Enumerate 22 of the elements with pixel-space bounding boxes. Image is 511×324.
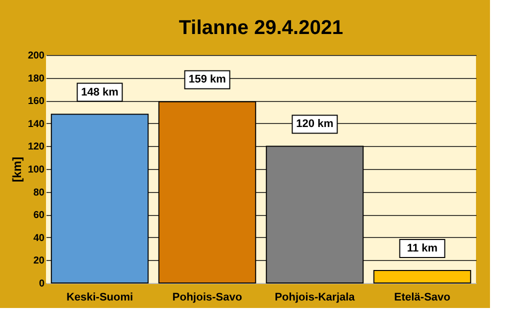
y-tick-label: 20 [33, 256, 45, 267]
y-tick-label: 120 [28, 142, 45, 153]
x-tick-label: Keski-Suomi [66, 292, 134, 304]
data-label: 11 km [406, 242, 438, 254]
y-axis-title: [km] [10, 156, 24, 182]
y-tick-label: 100 [28, 164, 45, 176]
x-tick-label: Etelä-Savo [394, 292, 451, 304]
y-tick-label: 40 [33, 232, 45, 244]
data-label: 120 km [296, 118, 334, 130]
y-tick-label: 140 [28, 118, 45, 130]
y-tick-label: 60 [33, 210, 45, 222]
y-tick-label: 160 [28, 96, 45, 108]
chart-title: Tilanne 29.4.2021 [178, 17, 344, 39]
x-tick-label: Pohjois-Savo [172, 292, 242, 304]
y-tick-label: 80 [33, 187, 45, 198]
bar [373, 270, 472, 284]
y-tick-label: 0 [38, 278, 45, 290]
y-tick-label: 200 [28, 50, 45, 62]
y-tick-label: 180 [28, 73, 45, 84]
data-label: 148 km [81, 86, 119, 98]
x-tick-label: Pohjois-Karjala [274, 292, 356, 304]
data-label: 159 km [188, 74, 226, 86]
